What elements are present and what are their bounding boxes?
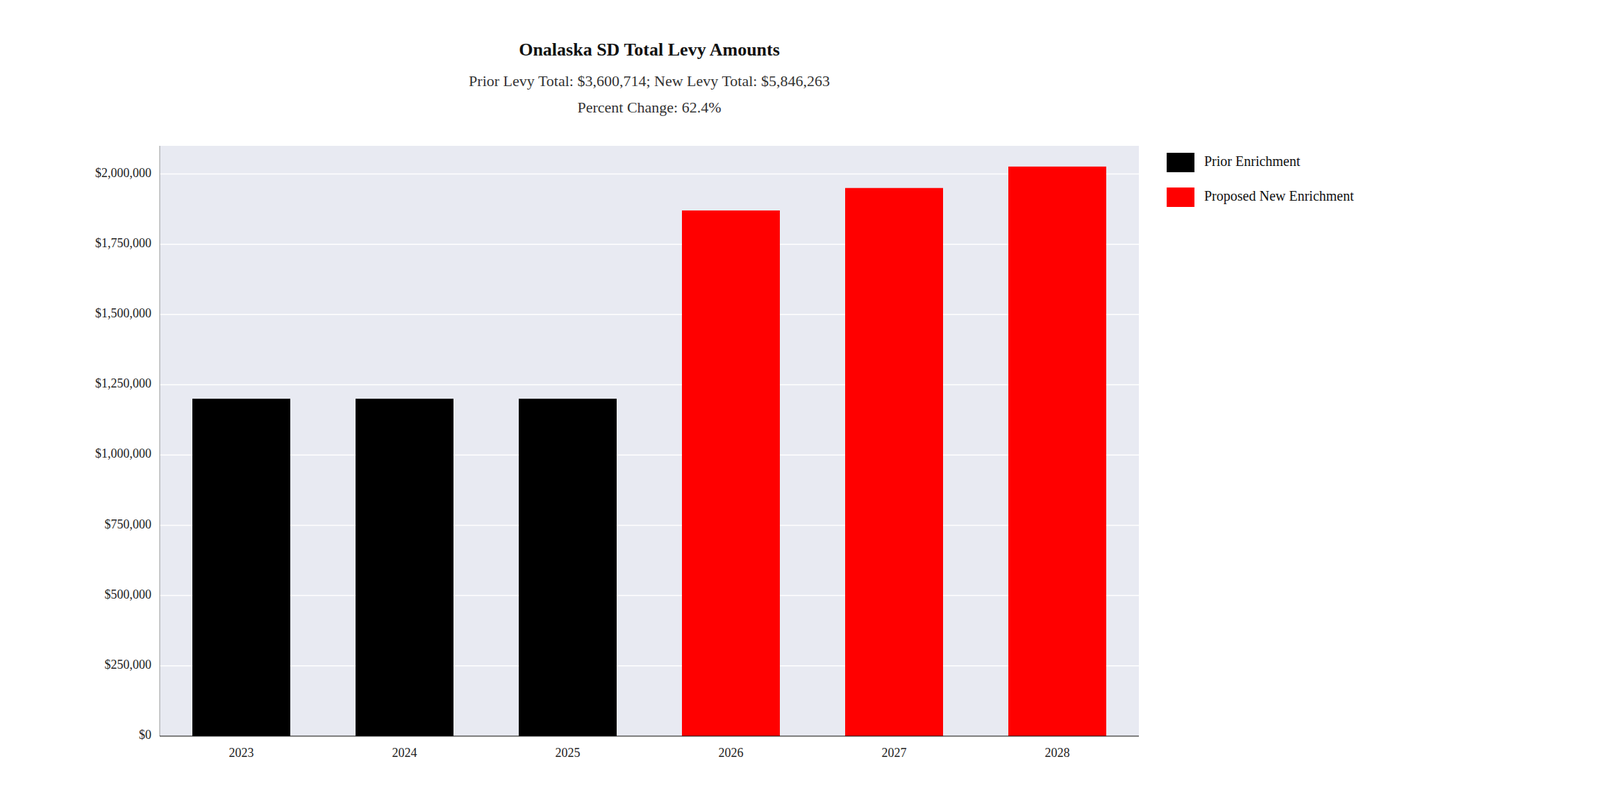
y-tick-label: $0 [138, 727, 152, 742]
subtitle: Prior Levy Total: $3,600,714; New Levy T… [468, 72, 830, 90]
legend-label: Prior Enrichment [1204, 153, 1301, 169]
x-tick-label: 2026 [718, 745, 744, 760]
grid-line [159, 595, 1139, 597]
y-tick-label: $1,000,000 [95, 446, 152, 461]
bar [1008, 166, 1107, 737]
plot-background [159, 145, 1139, 737]
y-tick-label: $250,000 [104, 657, 153, 672]
legend-swatch [1166, 187, 1195, 207]
y-tick-label: $2,000,000 [95, 165, 152, 180]
x-tick-label: 2023 [229, 745, 255, 760]
bar [681, 210, 780, 737]
grid-line [159, 173, 1139, 175]
legend-swatch [1166, 152, 1195, 173]
title: Onalaska SD Total Levy Amounts [518, 39, 780, 60]
bar [355, 398, 454, 737]
bar [192, 398, 291, 737]
x-tick-label: 2025 [555, 745, 581, 760]
y-tick-label: $1,500,000 [95, 306, 152, 321]
grid-line [159, 454, 1139, 456]
legend: Prior Enrichment Proposed New Enrichment [1166, 152, 1355, 207]
grid-line [159, 665, 1139, 667]
y-tick-label: $1,250,000 [95, 376, 152, 391]
chart: $0 $250,000 $500,000 $750,000 $1,000,000 $1,2… [0, 0, 1600, 800]
grid-line [159, 735, 1139, 737]
bar [518, 398, 617, 737]
x-axis: 2023 2024 2025 2026 2027 2028 [159, 736, 1139, 760]
grid-line [159, 384, 1139, 386]
grid-line [159, 525, 1139, 527]
x-tick-label: 2028 [1045, 745, 1071, 760]
legend-label: Proposed New Enrichment [1204, 188, 1355, 205]
bars [192, 166, 1107, 737]
x-tick-label: 2024 [392, 745, 418, 760]
y-tick-label: $750,000 [104, 517, 153, 532]
subtitle: Percent Change: 62.4% [577, 98, 721, 116]
grid-line [159, 243, 1139, 246]
x-tick-label: 2027 [881, 745, 907, 760]
bar [845, 188, 944, 737]
y-axis-line [159, 145, 161, 737]
grid-line [159, 313, 1139, 316]
y-axis: $0 $250,000 $500,000 $750,000 $1,000,000 $1,2… [95, 145, 1139, 742]
y-tick-label: $500,000 [104, 587, 153, 602]
x-axis-line [159, 736, 1139, 737]
y-tick-label: $1,750,000 [95, 236, 152, 250]
